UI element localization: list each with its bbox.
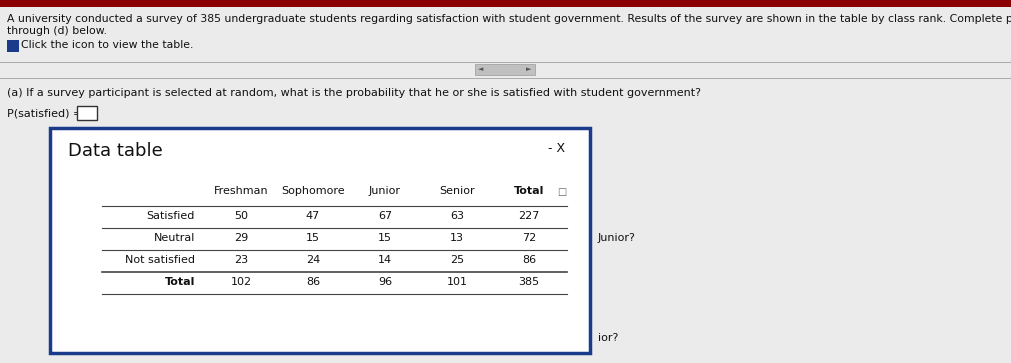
Text: 15: 15 <box>378 233 392 243</box>
Text: 63: 63 <box>450 211 464 221</box>
Text: 50: 50 <box>234 211 248 221</box>
Bar <box>7 44 10 48</box>
Bar <box>0 0 1011 7</box>
Bar <box>11 48 14 52</box>
Text: 23: 23 <box>234 255 248 265</box>
Text: 24: 24 <box>306 255 320 265</box>
Text: P(satisfied) =: P(satisfied) = <box>7 108 82 118</box>
Text: 67: 67 <box>378 211 392 221</box>
Bar <box>475 64 535 75</box>
Text: 227: 227 <box>519 211 540 221</box>
Text: ior?: ior? <box>598 333 619 343</box>
Text: 13: 13 <box>450 233 464 243</box>
Bar <box>15 44 18 48</box>
Text: Total: Total <box>514 186 544 196</box>
Text: Total: Total <box>165 277 195 287</box>
Bar <box>7 48 10 52</box>
Text: 47: 47 <box>306 211 320 221</box>
Text: 14: 14 <box>378 255 392 265</box>
Text: through (d) below.: through (d) below. <box>7 26 107 36</box>
Text: ►: ► <box>526 66 531 73</box>
Bar <box>15 40 18 44</box>
Text: - X: - X <box>548 142 565 155</box>
Text: 86: 86 <box>306 277 320 287</box>
Text: Click the icon to view the table.: Click the icon to view the table. <box>21 40 193 50</box>
Text: 101: 101 <box>447 277 467 287</box>
Text: 72: 72 <box>522 233 536 243</box>
Text: (a) If a survey participant is selected at random, what is the probability that : (a) If a survey participant is selected … <box>7 88 701 98</box>
Text: 25: 25 <box>450 255 464 265</box>
Text: ◄: ◄ <box>478 66 483 73</box>
Bar <box>15 48 18 52</box>
Text: Satisfied: Satisfied <box>147 211 195 221</box>
Bar <box>7 40 10 44</box>
Bar <box>77 106 97 120</box>
Bar <box>50 128 590 353</box>
Text: A university conducted a survey of 385 undergraduate students regarding satisfac: A university conducted a survey of 385 u… <box>7 14 1011 24</box>
Bar <box>11 44 14 48</box>
Text: Senior: Senior <box>439 186 475 196</box>
Text: 102: 102 <box>231 277 252 287</box>
Text: 96: 96 <box>378 277 392 287</box>
Text: Sophomore: Sophomore <box>281 186 345 196</box>
Text: Not satisfied: Not satisfied <box>125 255 195 265</box>
Text: Junior: Junior <box>369 186 401 196</box>
Text: Freshman: Freshman <box>213 186 268 196</box>
Text: 385: 385 <box>519 277 540 287</box>
Text: Neutral: Neutral <box>154 233 195 243</box>
Text: □: □ <box>557 187 566 197</box>
Text: 15: 15 <box>306 233 320 243</box>
Text: 86: 86 <box>522 255 536 265</box>
Bar <box>11 40 14 44</box>
Text: Data table: Data table <box>68 142 163 160</box>
Text: 29: 29 <box>234 233 248 243</box>
Text: Junior?: Junior? <box>598 233 636 243</box>
